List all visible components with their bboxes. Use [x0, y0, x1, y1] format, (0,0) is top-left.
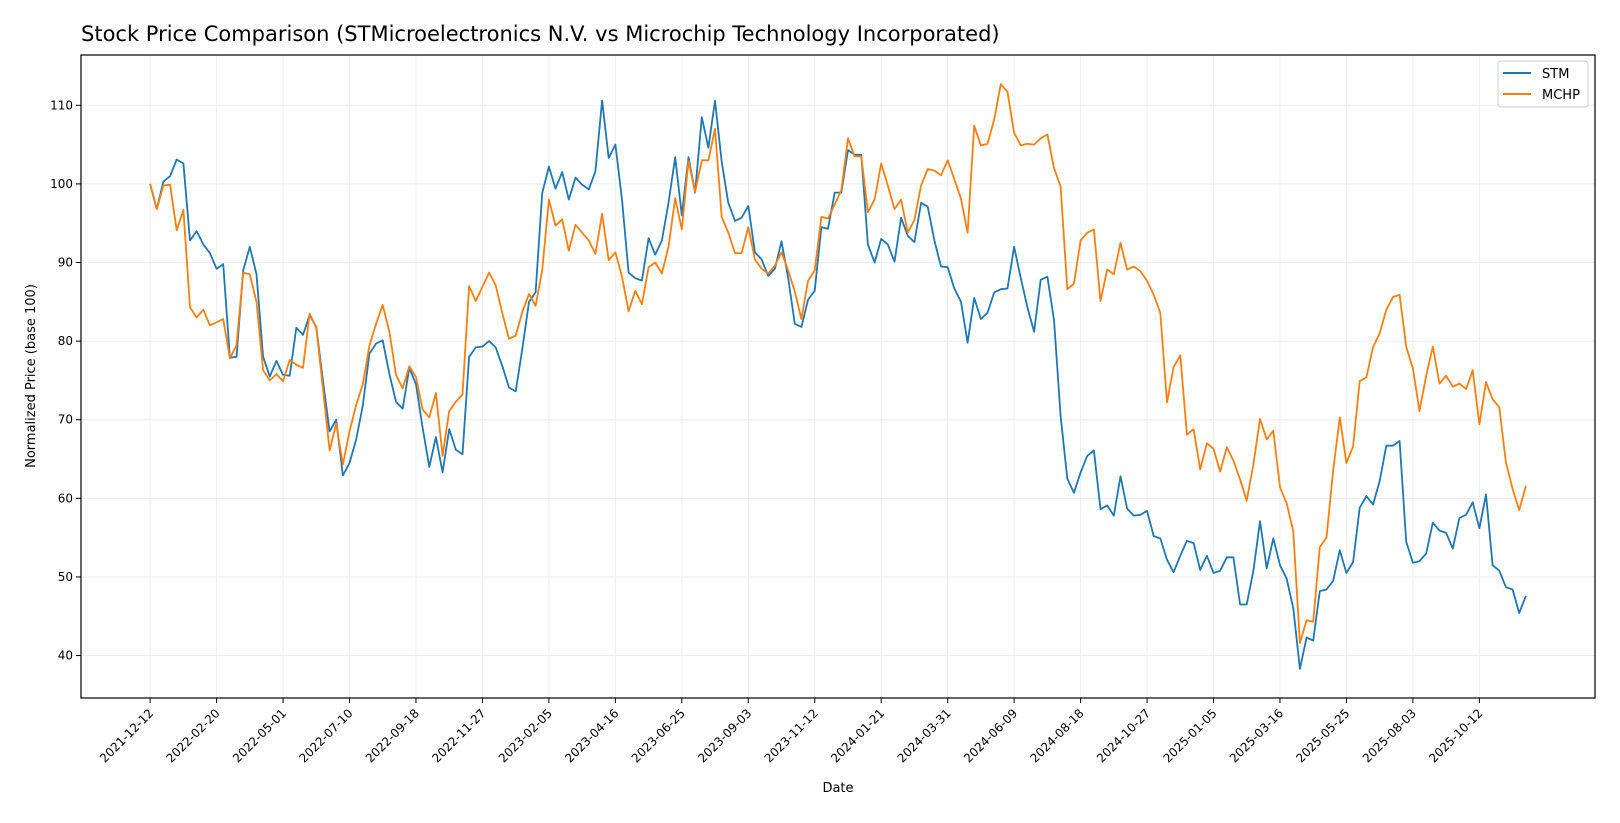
- x-axis-label: Date: [822, 781, 853, 796]
- y-tick-label: 100: [50, 177, 73, 191]
- y-tick-label: 90: [58, 256, 73, 270]
- y-tick-label: 50: [58, 570, 73, 584]
- legend: STM MCHP: [1498, 61, 1588, 107]
- y-tick-label: 60: [58, 491, 73, 505]
- y-axis-label: Normalized Price (base 100): [24, 284, 39, 468]
- y-tick-label: 70: [58, 413, 73, 427]
- y-tick-label: 40: [58, 649, 73, 663]
- chart-title: Stock Price Comparison (STMicroelectroni…: [81, 22, 1000, 46]
- legend-label-stm: STM: [1542, 67, 1569, 82]
- y-tick-label: 110: [50, 98, 73, 112]
- legend-label-mchp: MCHP: [1542, 88, 1580, 103]
- y-tick-label: 80: [58, 334, 73, 348]
